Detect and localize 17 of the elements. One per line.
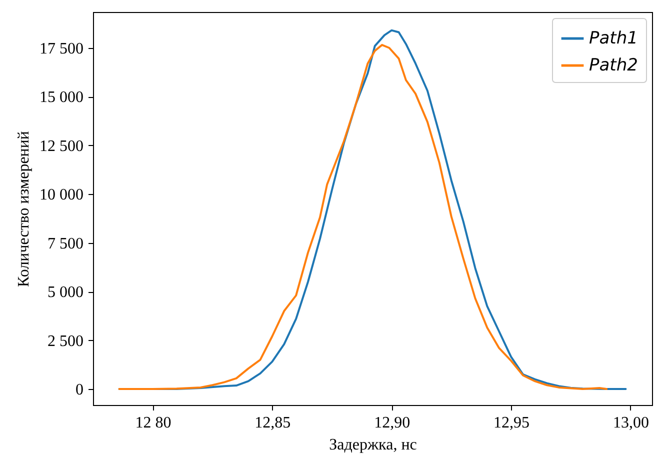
y-axis-title: Количество измерений [16, 130, 32, 287]
y-tick-label: 15 000 [40, 89, 84, 106]
legend-label: Path2 [589, 56, 638, 76]
y-tick-label: 10 000 [40, 186, 84, 204]
x-tick-label: 13,00 [613, 414, 649, 432]
x-tick-label: 12,85 [254, 414, 291, 432]
y-tick-label: 17 500 [40, 40, 84, 58]
y-tick-label: 7 500 [48, 235, 84, 252]
x-axis-title: Задержка, нс [329, 436, 417, 454]
x-tick-label: 12,95 [494, 414, 530, 432]
y-tick-label: 2 500 [48, 332, 84, 350]
y-tick-label: 12 500 [40, 138, 84, 155]
y-tick-label: 5 000 [48, 284, 84, 302]
y-tick-label: 0 [76, 382, 84, 399]
x-tick-label: 12 80 [135, 414, 172, 432]
legend-label: Path1 [589, 28, 638, 48]
x-tick-label: 12,90 [374, 414, 410, 432]
